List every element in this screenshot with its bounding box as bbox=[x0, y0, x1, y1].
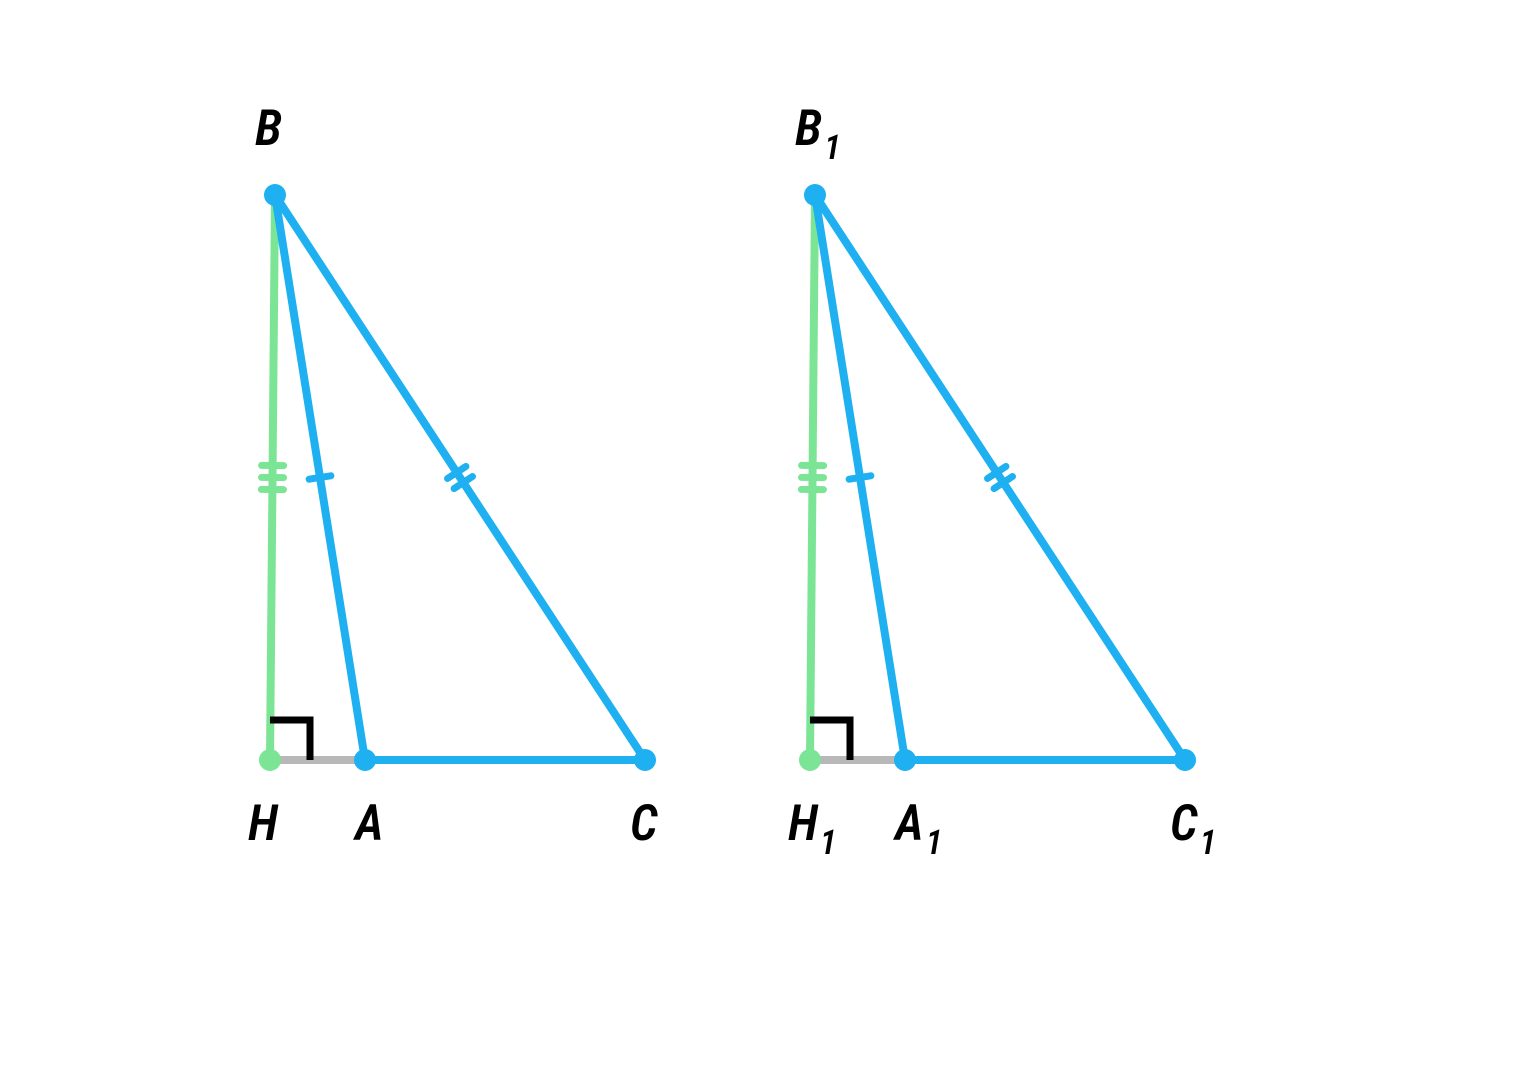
vertex-label: C bbox=[630, 795, 658, 853]
vertex-label: H bbox=[248, 795, 279, 853]
vertex-point bbox=[894, 749, 916, 771]
congruence-tick bbox=[309, 476, 331, 479]
geometry-diagram: B H A C B1 H1 A1 C1 bbox=[0, 0, 1536, 1089]
vertex-label: A bbox=[353, 795, 384, 853]
vertex-point bbox=[259, 749, 281, 771]
vertex-point bbox=[634, 749, 656, 771]
vertex-label: B1 bbox=[795, 100, 841, 168]
vertex-label: C1 bbox=[1170, 795, 1216, 863]
vertex-point bbox=[264, 184, 286, 206]
vertex-label: B bbox=[255, 100, 282, 158]
vertex-point bbox=[799, 749, 821, 771]
vertex-point bbox=[354, 749, 376, 771]
vertex-point bbox=[804, 184, 826, 206]
congruence-tick bbox=[849, 476, 871, 479]
vertex-label: A1 bbox=[893, 795, 942, 863]
vertex-label: H1 bbox=[788, 795, 836, 863]
vertex-point bbox=[1174, 749, 1196, 771]
